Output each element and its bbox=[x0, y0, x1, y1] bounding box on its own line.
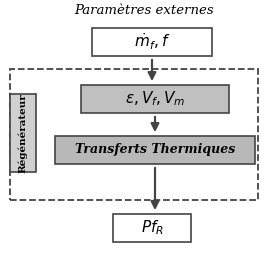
Text: Régénérateur: Régénérateur bbox=[18, 93, 28, 173]
FancyBboxPatch shape bbox=[92, 28, 212, 56]
Text: $\dot{m}_f , f$: $\dot{m}_f , f$ bbox=[134, 32, 170, 52]
Text: $\varepsilon, V_f , V_m$: $\varepsilon, V_f , V_m$ bbox=[125, 90, 185, 108]
FancyBboxPatch shape bbox=[10, 94, 36, 172]
Text: Paramètres externes: Paramètres externes bbox=[74, 4, 214, 18]
Text: Transferts Thermiques: Transferts Thermiques bbox=[75, 144, 235, 156]
FancyBboxPatch shape bbox=[81, 85, 229, 113]
FancyBboxPatch shape bbox=[113, 214, 191, 242]
Text: $Pf_R$: $Pf_R$ bbox=[140, 219, 163, 237]
FancyBboxPatch shape bbox=[55, 136, 255, 164]
